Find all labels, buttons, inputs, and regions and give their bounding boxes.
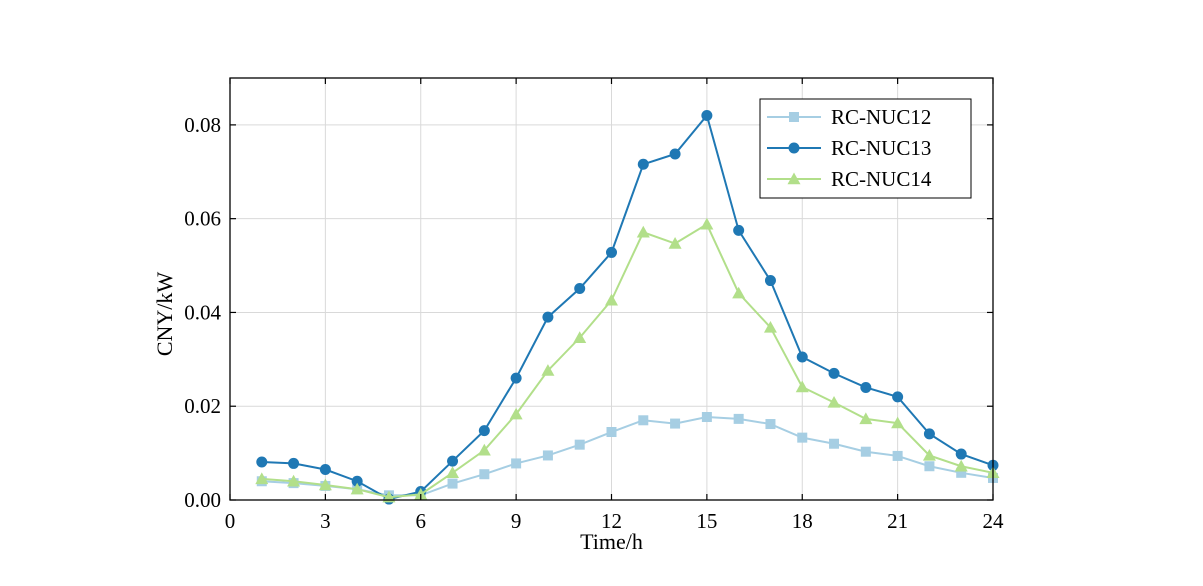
data-point	[955, 448, 967, 460]
data-point	[351, 475, 363, 487]
ticks: 0 3 6 9 12 15 18 21 24 0.00 0.02 0.04 0.06 0.08	[184, 78, 1004, 533]
x-tick-label: 12	[601, 509, 622, 533]
data-point	[573, 331, 587, 343]
data-point	[542, 311, 554, 323]
data-point	[765, 419, 776, 430]
legend-marker	[787, 172, 801, 185]
data-point	[763, 320, 777, 333]
data-point	[605, 293, 618, 306]
data-point	[350, 482, 364, 495]
data-point	[860, 446, 871, 457]
data-point	[860, 381, 872, 393]
data-point	[892, 450, 903, 461]
data-point	[511, 458, 522, 469]
data-point	[797, 432, 808, 443]
data-point	[892, 391, 904, 403]
data-point	[795, 380, 809, 393]
data-point	[923, 428, 935, 440]
series-line	[261, 416, 994, 497]
data-point	[606, 427, 617, 438]
data-point	[922, 448, 936, 461]
data-point	[541, 364, 555, 376]
data-point	[288, 457, 300, 469]
x-axis-title: Time/h	[580, 529, 643, 554]
y-tick-label: 0.04	[184, 300, 221, 324]
data-point	[669, 148, 681, 160]
data-point	[636, 225, 650, 238]
data-point	[638, 415, 649, 426]
data-point	[509, 407, 523, 420]
y-tick-label: 0.00	[184, 488, 221, 512]
data-point	[670, 418, 681, 429]
data-point	[954, 459, 968, 472]
data-point	[479, 469, 490, 480]
legend: RC-NUC12 RC-NUC13 RC-NUC14	[759, 98, 972, 199]
x-tick-label: 24	[983, 509, 1005, 533]
legend-label: RC-NUC13	[831, 136, 931, 160]
y-tick-label: 0.06	[184, 207, 221, 231]
data-point	[700, 217, 714, 230]
y-tick-label: 0.02	[184, 394, 221, 418]
data-point	[574, 439, 585, 450]
data-point	[542, 450, 553, 461]
data-point	[477, 443, 491, 456]
legend-label: RC-NUC12	[831, 105, 931, 129]
data-point	[637, 158, 649, 170]
data-point	[606, 246, 617, 258]
data-point	[447, 478, 458, 489]
data-point	[733, 224, 745, 236]
x-tick-label: 6	[416, 509, 427, 533]
data-point	[891, 416, 905, 429]
data-point	[478, 425, 490, 437]
data-point	[255, 472, 269, 485]
legend-label: RC-NUC14	[831, 167, 932, 191]
series-rc-nuc14	[255, 217, 1000, 503]
data-point	[318, 478, 332, 491]
data-point	[574, 283, 586, 295]
y-axis-title: CNY/kW	[152, 272, 177, 357]
data-point	[924, 461, 935, 472]
legend-marker	[788, 142, 800, 154]
data-point	[956, 467, 967, 478]
data-point	[732, 286, 746, 299]
series-line	[261, 222, 994, 499]
x-tick-label: 18	[792, 509, 813, 533]
x-tick-label: 21	[887, 509, 908, 533]
x-tick-label: 3	[320, 509, 331, 533]
data-point	[668, 237, 682, 249]
x-tick-label: 15	[696, 509, 717, 533]
data-point	[701, 412, 712, 423]
data-point	[256, 456, 268, 468]
x-tick-label: 0	[225, 509, 236, 533]
data-point	[829, 438, 840, 449]
data-point	[827, 395, 841, 408]
data-point	[287, 474, 301, 487]
data-point	[859, 412, 873, 425]
legend-marker	[789, 112, 799, 122]
data-point	[733, 413, 744, 424]
y-tick-label: 0.08	[184, 113, 221, 137]
data-point	[764, 275, 776, 287]
x-tick-label: 9	[511, 509, 522, 533]
data-point	[701, 110, 713, 122]
data-point	[796, 351, 808, 363]
data-point	[414, 487, 428, 500]
data-point	[446, 466, 460, 479]
data-point	[447, 455, 459, 467]
data-point	[510, 372, 522, 384]
data-point	[319, 464, 331, 476]
data-point	[828, 367, 840, 379]
